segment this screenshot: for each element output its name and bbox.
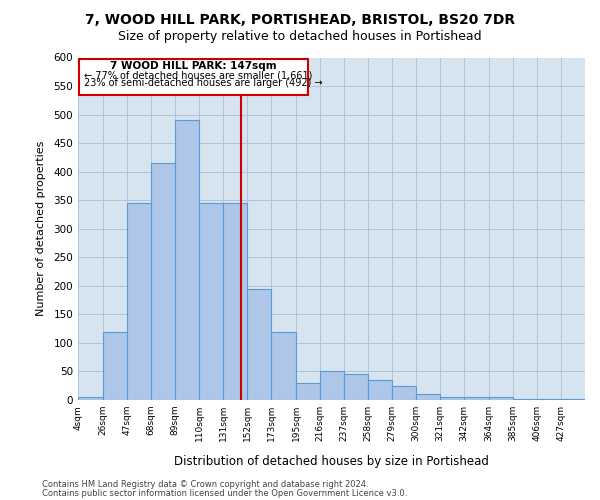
Text: 7, WOOD HILL PARK, PORTISHEAD, BRISTOL, BS20 7DR: 7, WOOD HILL PARK, PORTISHEAD, BRISTOL, … xyxy=(85,12,515,26)
Bar xyxy=(344,374,368,400)
Bar xyxy=(199,203,223,400)
Bar xyxy=(271,332,296,400)
Text: Contains HM Land Registry data © Crown copyright and database right 2024.: Contains HM Land Registry data © Crown c… xyxy=(42,480,368,489)
Text: ← 77% of detached houses are smaller (1,661): ← 77% of detached houses are smaller (1,… xyxy=(84,70,312,80)
Bar xyxy=(127,203,151,400)
X-axis label: Distribution of detached houses by size in Portishead: Distribution of detached houses by size … xyxy=(174,455,489,468)
Bar xyxy=(392,386,416,400)
Bar xyxy=(416,394,440,400)
Bar xyxy=(537,399,561,400)
Bar xyxy=(440,397,464,400)
Text: Size of property relative to detached houses in Portishead: Size of property relative to detached ho… xyxy=(118,30,482,43)
Text: Contains public sector information licensed under the Open Government Licence v3: Contains public sector information licen… xyxy=(42,489,407,498)
Bar xyxy=(296,383,320,400)
Bar xyxy=(78,397,103,400)
Text: 7 WOOD HILL PARK: 147sqm: 7 WOOD HILL PARK: 147sqm xyxy=(110,62,277,72)
Bar xyxy=(151,163,175,400)
Y-axis label: Number of detached properties: Number of detached properties xyxy=(37,141,46,316)
Bar xyxy=(247,288,271,400)
Bar xyxy=(464,397,489,400)
Bar xyxy=(320,372,344,400)
Bar xyxy=(561,399,585,400)
Bar xyxy=(368,380,392,400)
Bar xyxy=(223,203,247,400)
Bar xyxy=(79,58,308,94)
Bar xyxy=(175,120,199,400)
Bar xyxy=(489,397,513,400)
Bar xyxy=(103,332,127,400)
Text: 23% of semi-detached houses are larger (492) →: 23% of semi-detached houses are larger (… xyxy=(84,78,322,88)
Bar xyxy=(513,399,537,400)
